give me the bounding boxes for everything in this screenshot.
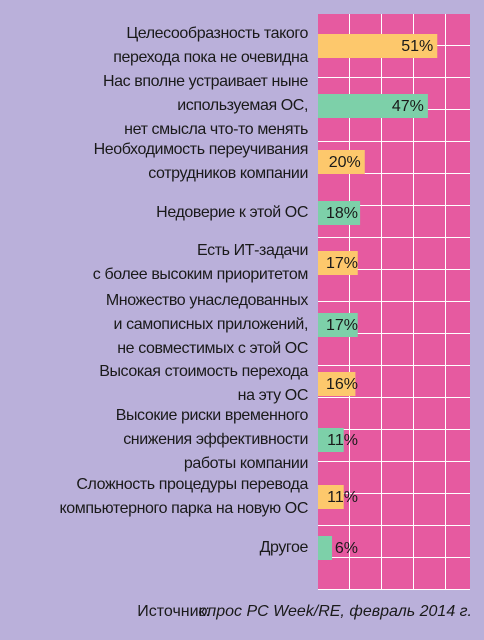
source-label: Источник: <box>137 603 210 620</box>
bar <box>318 536 333 560</box>
bar <box>318 94 428 118</box>
category-label: Другое <box>260 539 309 556</box>
source-text: опрос PC Week/RE, февраль 2014 г. <box>199 603 472 620</box>
category-label: Сложность процедуры перевода <box>76 476 308 493</box>
category-label: Нас вполне устраивает ныне <box>103 73 309 90</box>
value-label: 11% <box>327 489 358 506</box>
category-label: Недоверие к этой ОС <box>156 204 308 221</box>
category-label: компьютерного парка на новую ОС <box>60 500 309 517</box>
category-label: Высокие риски временного <box>116 407 309 424</box>
category-label: снижения эффективности <box>123 431 308 448</box>
category-label: перехода пока не очевидна <box>113 49 308 66</box>
category-label: сотрудников компании <box>148 165 308 182</box>
category-label: Высокая стоимость перехода <box>99 363 308 380</box>
category-label: работы компании <box>184 455 308 472</box>
category-label: и самописных приложений, <box>114 316 308 333</box>
category-label: Есть ИТ-задачи <box>197 242 308 259</box>
value-label: 51% <box>401 38 433 55</box>
bar <box>318 34 438 58</box>
bar <box>318 150 365 174</box>
category-label: Целесообразность такого <box>126 25 308 42</box>
category-label: нет смысла что-то менять <box>124 121 308 138</box>
bar <box>318 201 361 225</box>
bar <box>318 251 358 275</box>
value-label: 11% <box>327 432 358 449</box>
value-label: 6% <box>335 540 358 557</box>
category-label: Необходимость переучивания <box>94 141 308 158</box>
bar <box>318 372 356 396</box>
value-label: 17% <box>326 255 358 272</box>
category-label: не совместимых с этой ОС <box>117 340 308 357</box>
bar <box>318 313 358 337</box>
bar <box>318 485 344 509</box>
value-label: 16% <box>326 376 358 393</box>
value-label: 20% <box>329 154 361 171</box>
value-label: 47% <box>392 98 424 115</box>
category-label: используемая ОС, <box>177 97 308 114</box>
category-label: на эту ОС <box>238 387 308 404</box>
category-label: Множество унаследованных <box>106 292 309 309</box>
value-label: 18% <box>326 205 358 222</box>
bar <box>318 428 344 452</box>
value-label: 17% <box>326 317 358 334</box>
category-label: с более высоким приоритетом <box>93 266 308 283</box>
